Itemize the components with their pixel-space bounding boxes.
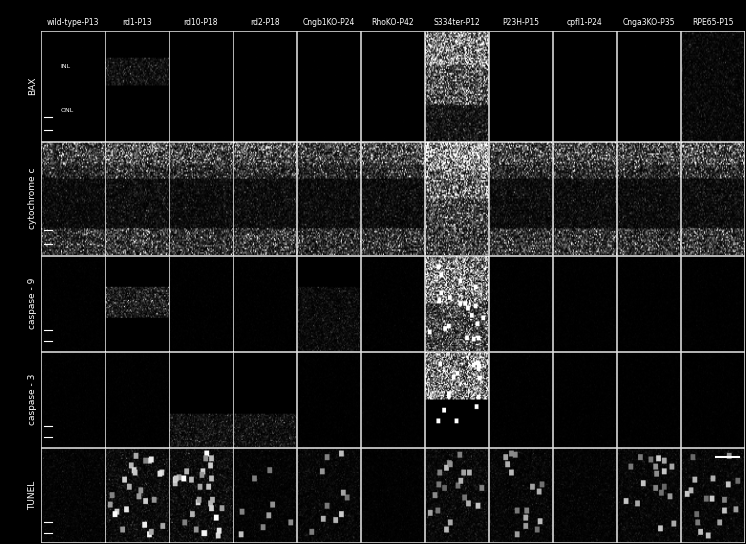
Text: cpfl1-P24: cpfl1-P24 (567, 18, 603, 27)
Text: Cngb1KO-P24: Cngb1KO-P24 (303, 18, 355, 27)
Text: rd10-P18: rd10-P18 (184, 18, 218, 27)
Text: Cnga3KO-P35: Cnga3KO-P35 (622, 18, 675, 27)
Text: RPE65-P15: RPE65-P15 (692, 18, 733, 27)
Text: INL: INL (60, 64, 70, 69)
Text: rd2-P18: rd2-P18 (250, 18, 280, 27)
Text: caspase - 9: caspase - 9 (28, 278, 37, 329)
Text: P23H-P15: P23H-P15 (502, 18, 539, 27)
Text: TUNEL: TUNEL (28, 480, 37, 510)
Text: wild-type-P13: wild-type-P13 (47, 18, 99, 27)
Text: BAX: BAX (28, 77, 37, 95)
Text: cytochrome c: cytochrome c (28, 168, 37, 230)
Text: S334ter-P12: S334ter-P12 (433, 18, 480, 27)
Text: caspase - 3: caspase - 3 (28, 374, 37, 425)
Text: RhoKO-P42: RhoKO-P42 (372, 18, 414, 27)
Text: rd1-P13: rd1-P13 (122, 18, 152, 27)
Text: ONL: ONL (60, 108, 74, 113)
